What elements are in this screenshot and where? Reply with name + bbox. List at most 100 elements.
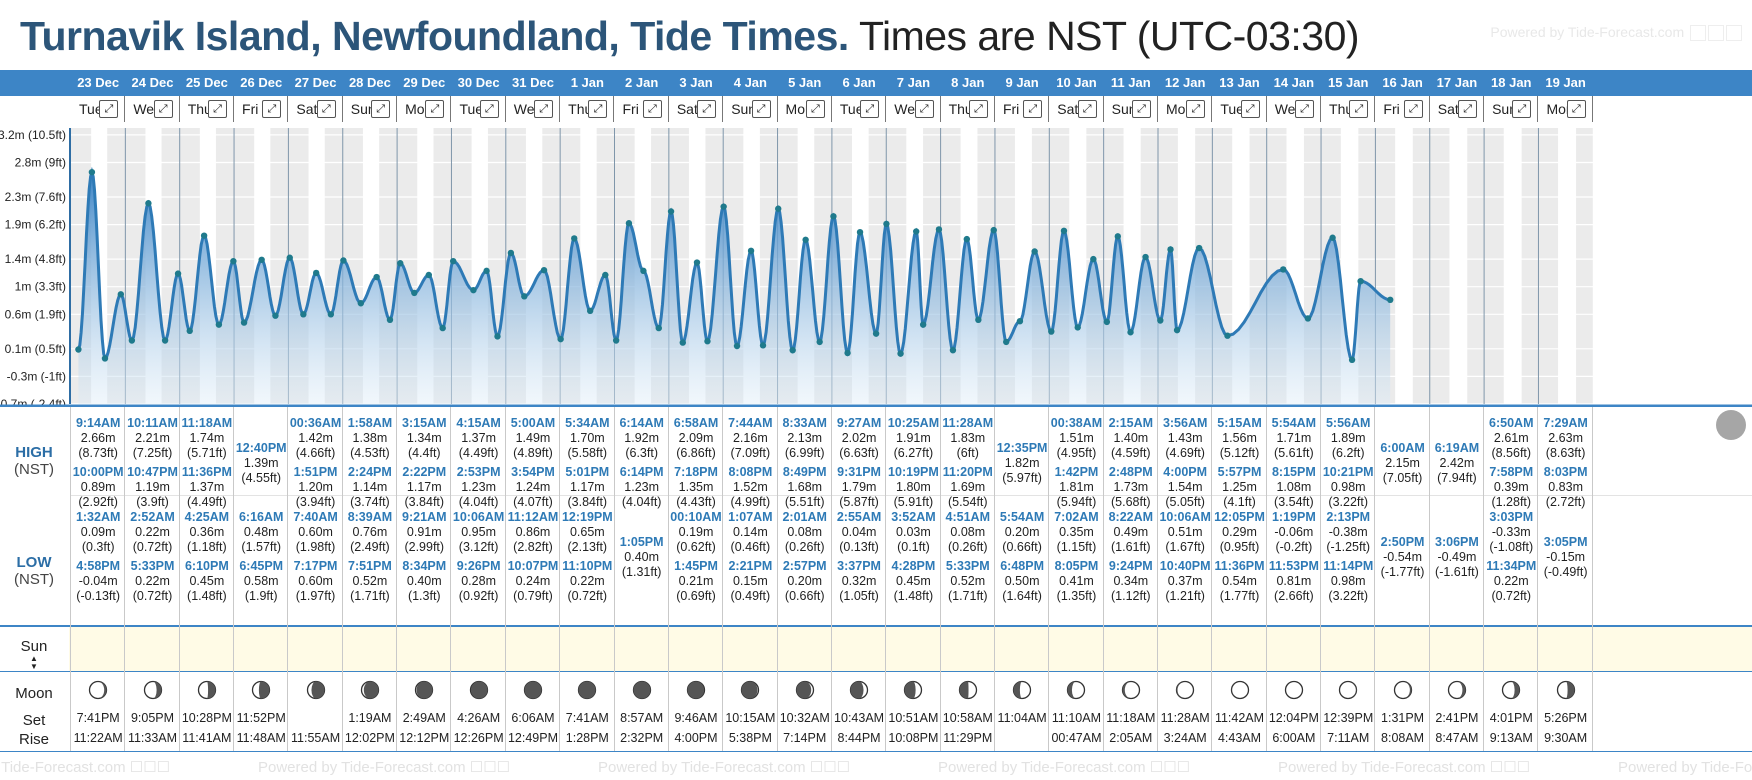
tide-point — [1060, 227, 1068, 235]
expand-arrows-icon[interactable]: ⤢ — [1458, 100, 1478, 118]
expand-arrows-icon[interactable]: ⤢ — [1240, 100, 1260, 118]
moonset-time: 12:39PM — [1323, 711, 1374, 725]
expand-arrows-icon[interactable]: ⤢ — [642, 100, 662, 118]
high-tide-entry: 6:19AM 2.42m (7.94ft) — [1430, 441, 1484, 486]
tide-point — [856, 228, 864, 236]
date-cell: 28 Dec — [348, 75, 391, 90]
tide-time: 3:52AM — [891, 510, 936, 524]
expand-arrows-icon[interactable]: ⤢ — [860, 100, 880, 118]
expand-arrows-icon[interactable]: ⤢ — [805, 100, 825, 118]
moonset-time: 2:49AM — [402, 711, 446, 725]
expand-arrows-icon[interactable]: ⤢ — [1566, 100, 1586, 118]
weekday-cell: Sat ⤢ — [1049, 96, 1104, 122]
moon-shadow — [796, 681, 811, 699]
high-tide-entry: 2:53PM 1.23m (4.04ft) — [451, 465, 505, 510]
expand-arrows-icon[interactable]: ⤢ — [371, 100, 391, 118]
expand-arrows-icon[interactable]: ⤢ — [1512, 100, 1532, 118]
expand-arrows-icon[interactable]: ⤢ — [534, 100, 554, 118]
powered-by-text[interactable]: Powered by Tide-Forecast.com ☐☐☐ — [0, 759, 171, 776]
day-column: 10:25AM 1.91m (6.27ft) 10:19PM 1.80m (5.91ft)… — [886, 407, 940, 751]
powered-by-footer[interactable]: Powered by Tide-Forecast.com ☐☐☐ Powered … — [0, 752, 1752, 780]
date-cell: 11 Jan — [1110, 75, 1151, 90]
tide-point — [439, 324, 446, 332]
expand-arrows-icon[interactable]: ⤢ — [316, 100, 336, 118]
tide-value: 0.09m — [80, 525, 116, 539]
high-tide-entry: 10:21PM 0.98m (3.22ft) — [1321, 465, 1375, 510]
expand-arrows-icon[interactable]: ⤢ — [588, 100, 608, 118]
column-separator — [776, 407, 778, 751]
expand-arrows-icon[interactable]: ⤢ — [208, 100, 228, 118]
tide-value: (0.49ft) — [730, 589, 771, 603]
moonrise-time: 8:08AM — [1381, 731, 1425, 745]
tide-time: 6:16AM — [238, 510, 284, 524]
expand-arrows-icon[interactable]: ⤢ — [914, 100, 934, 118]
expand-arrows-icon[interactable]: ⤢ — [1186, 100, 1206, 118]
expand-arrows-icon[interactable]: ⤢ — [1077, 100, 1097, 118]
weekday-cell: Wed ⤢ — [506, 96, 561, 122]
powered-by-top[interactable]: Powered by Tide-Forecast.com — [1490, 24, 1742, 42]
tide-value: (3.12ft) — [458, 540, 499, 554]
powered-by-text[interactable]: Powered by Tide-Forecast.com ☐☐☐ — [598, 759, 851, 776]
tide-time: 1:05PM — [619, 535, 664, 549]
social-icon[interactable] — [1690, 25, 1706, 42]
social-icon[interactable] — [1708, 25, 1724, 42]
expand-arrows-icon[interactable]: ⤢ — [1131, 100, 1151, 118]
powered-by-text[interactable]: Powered by Tide-Forecast.com ☐☐☐ — [938, 759, 1191, 776]
tide-value: 0.20m — [787, 574, 823, 588]
powered-by-text[interactable]: Powered by Tide-Forecast.com ☐☐☐ — [1618, 759, 1752, 776]
y-tick-label: 1.9m (6.2ft) — [5, 218, 66, 232]
column-separator — [667, 407, 669, 751]
weekday-label: Fri — [1002, 101, 1020, 117]
moonset-time: 11:10AM — [1051, 711, 1102, 725]
tide-value: (3.84ft) — [567, 495, 608, 509]
tide-value: (1.71ft) — [350, 589, 390, 603]
day-column: 6:58AM 2.09m (6.86ft) 7:18PM 1.35m (4.43ft) 00… — [669, 407, 723, 751]
tide-value: 1.25m — [1222, 480, 1257, 494]
tide-value: (5.94ft) — [1056, 495, 1097, 509]
scroll-handle[interactable] — [1716, 410, 1746, 440]
expand-arrows-icon[interactable]: ⤢ — [425, 100, 445, 118]
powered-by-text[interactable]: Powered by Tide-Forecast.com ☐☐☐ — [258, 759, 511, 776]
date-cell: 23 Dec — [77, 75, 120, 90]
expand-arrows-icon[interactable]: ⤢ — [1349, 100, 1369, 118]
row-separator — [0, 671, 1752, 672]
weekday-cell: Tue ⤢ — [1212, 96, 1267, 122]
date-cell: 16 Jan — [1382, 75, 1423, 90]
tide-value: (4.53ft) — [350, 446, 390, 460]
expand-arrows-icon[interactable]: ⤢ — [1295, 100, 1315, 118]
low-title: LOW — [16, 554, 52, 571]
day-column: 12:40PM 1.39m (4.55ft) 6:16AM 0.48m (1.57ft) 6… — [234, 407, 288, 751]
powered-by-text[interactable]: Powered by Tide-Forecast.com ☐☐☐ — [1278, 759, 1531, 776]
social-icon[interactable] — [1726, 25, 1742, 42]
high-tide-entry: 5:54AM 1.71m (5.61ft) — [1267, 416, 1321, 461]
high-tide-entry: 6:14PM 1.23m (4.04ft) — [615, 465, 669, 510]
tide-value: 0.60m — [298, 574, 333, 588]
date-cell: 19 Jan — [1545, 75, 1586, 90]
expand-arrows-icon[interactable]: ⤢ — [1023, 100, 1043, 118]
tide-value: 0.34m — [1113, 574, 1149, 588]
low-tide-entry: 10:06AM 0.95m (3.12ft) — [451, 510, 505, 555]
low-tide-entry: 6:16AM 0.48m (1.57ft) — [234, 510, 288, 555]
expand-arrows-icon[interactable]: ⤢ — [697, 100, 717, 118]
tide-value: (2.72ft) — [1545, 495, 1586, 509]
expand-arrows-icon[interactable]: ⤢ — [262, 100, 282, 118]
expand-arrows-icon[interactable]: ⤢ — [968, 100, 988, 118]
expand-arrows-icon[interactable]: ⤢ — [751, 100, 771, 118]
tide-value: 0.39m — [1493, 480, 1529, 494]
y-tick-label: -0.7m (-2.4ft) — [0, 397, 66, 407]
tide-value: (2.99ft) — [404, 540, 445, 554]
expand-arrows-icon[interactable]: ⤢ — [99, 100, 119, 118]
date-cell: 5 Jan — [788, 75, 822, 90]
tide-time: 9:27AM — [836, 416, 882, 430]
tide-value: 0.91m — [406, 525, 442, 539]
expand-arrows-icon[interactable]: ⤢ — [153, 100, 173, 118]
expand-arrows-icon[interactable]: ⤢ — [479, 100, 499, 118]
title-timezone: Times are NST (UTC-03:30) — [858, 13, 1360, 59]
day-column: 12:35PM 1.82m (5.97ft) 5:54AM 0.20m (0.66ft) 6… — [995, 407, 1049, 751]
tide-tables: HIGH (NST) LOW (NST) Sun ▲ ▼ Moon Set Ris… — [0, 407, 1752, 752]
tide-value: (4.04ft) — [458, 495, 499, 509]
tide-point — [327, 311, 335, 318]
tide-point — [935, 226, 943, 233]
high-tide-entry: 11:20PM 1.69m (5.54ft) — [941, 465, 995, 510]
expand-arrows-icon[interactable]: ⤢ — [1403, 100, 1423, 118]
